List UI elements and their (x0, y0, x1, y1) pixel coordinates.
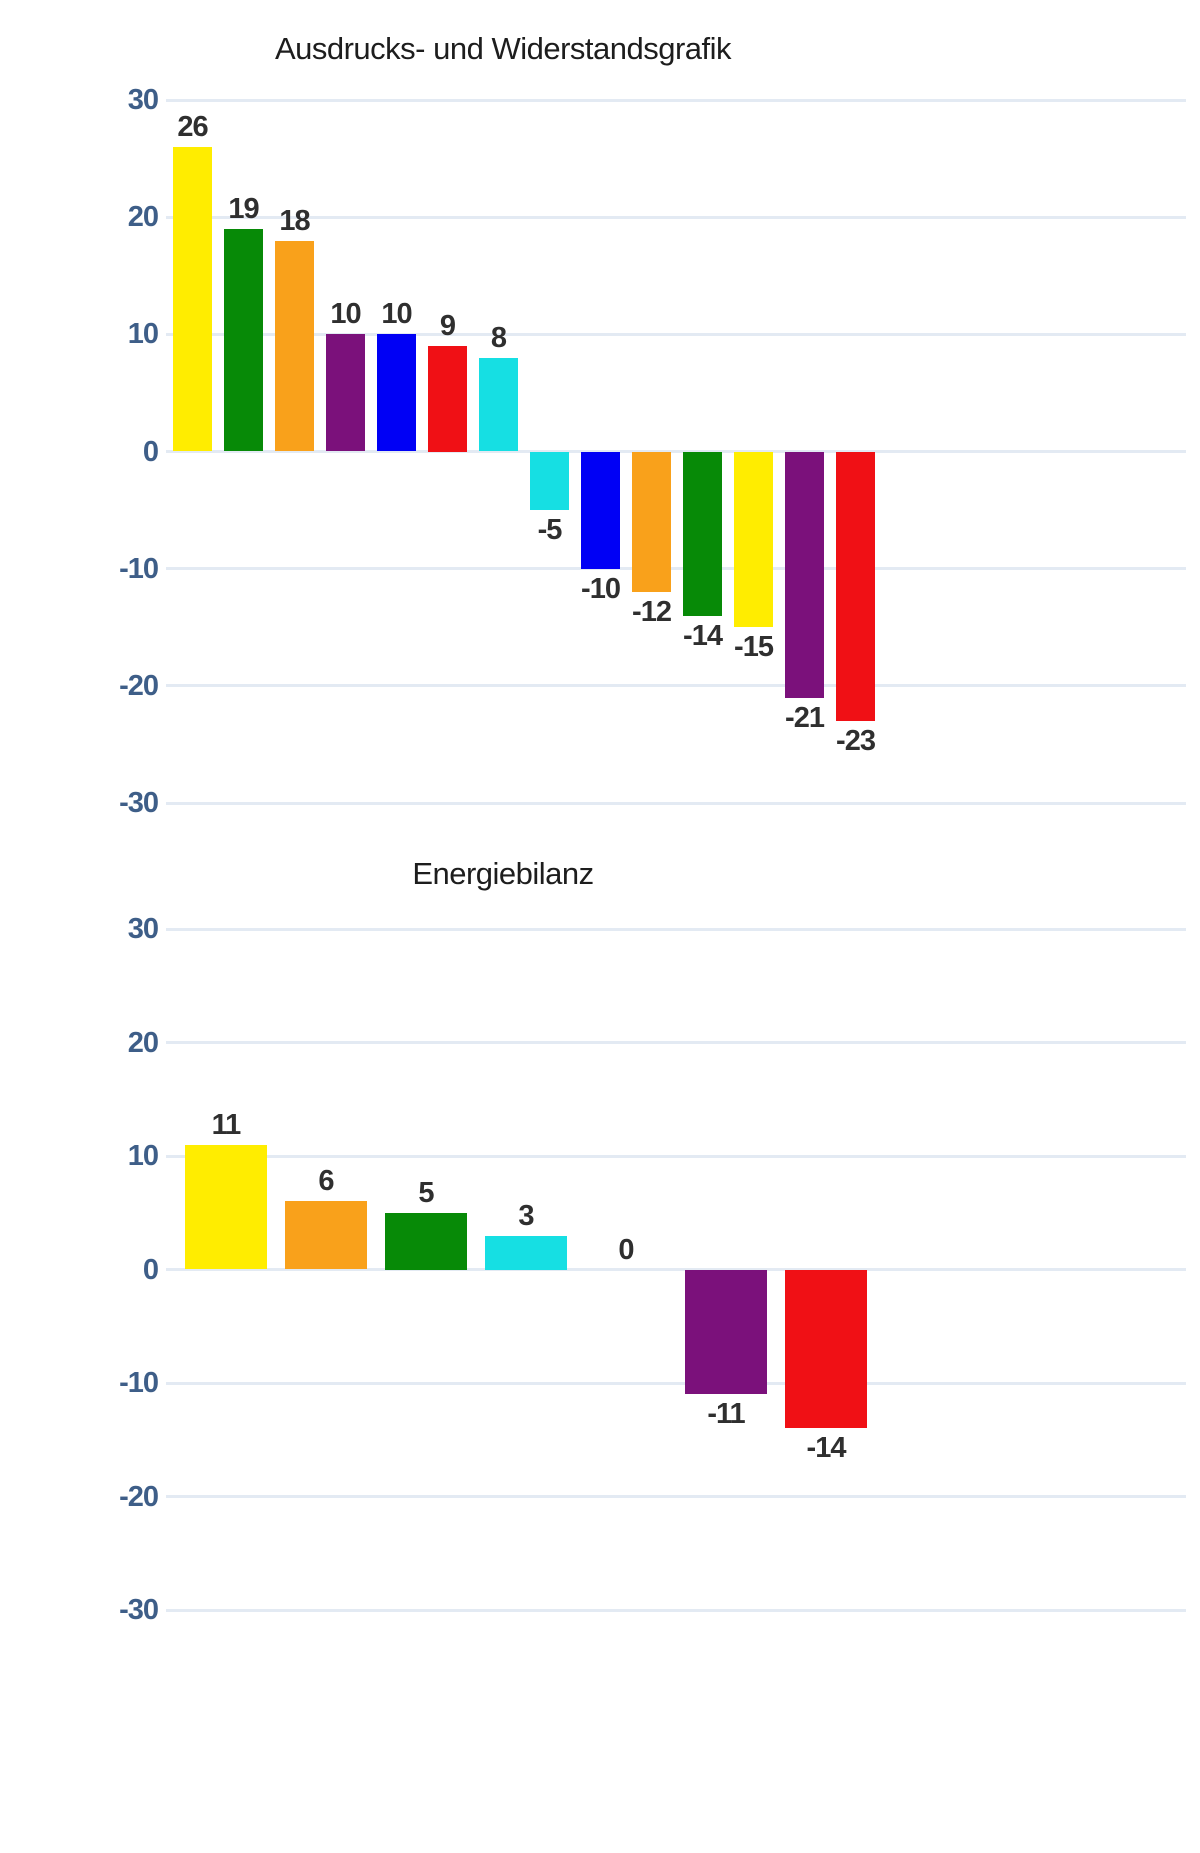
y-axis-tick-label: 30 (127, 84, 159, 116)
bar-value-label: 18 (279, 204, 310, 237)
y-axis-tick-label: 10 (127, 1140, 159, 1172)
gridline (166, 801, 1186, 805)
bar (581, 451, 620, 569)
bar-value-label: 3 (518, 1199, 534, 1232)
y-axis-tick-label: 20 (127, 1026, 159, 1059)
bar-value-label: -5 (537, 514, 563, 547)
bar (326, 334, 365, 452)
bar (785, 1269, 867, 1429)
bar-value-label: 8 (490, 321, 507, 354)
gridline (166, 1495, 1186, 1498)
bar (385, 1212, 467, 1270)
chart-title: Ausdrucks- und Widerstandsgrafik (274, 31, 732, 66)
chart-title: Energiebilanz (412, 856, 594, 891)
bar-value-label: 5 (418, 1176, 434, 1209)
gridline (166, 1608, 1186, 1612)
gridline (166, 1041, 1186, 1044)
bar (530, 451, 569, 511)
bar (734, 451, 773, 628)
bar (428, 346, 467, 452)
bar-value-label: -12 (632, 596, 672, 629)
bar-value-label: -14 (806, 1432, 847, 1465)
bar (275, 240, 314, 452)
gridline (166, 1154, 1186, 1158)
bar (685, 1269, 767, 1395)
y-axis-tick-label: -30 (119, 787, 159, 819)
gridline (166, 684, 1186, 688)
bar (485, 1235, 567, 1270)
gridline (166, 1268, 1186, 1271)
bar (173, 146, 212, 452)
gridline (166, 450, 1186, 453)
gridline (166, 215, 1186, 219)
gridline (166, 332, 1186, 336)
bar-value-label: 9 (439, 310, 456, 342)
y-axis-tick-label: 0 (142, 435, 159, 468)
bar-value-label: 11 (211, 1108, 242, 1141)
y-axis-tick-label: -30 (119, 1594, 159, 1626)
bar (836, 451, 875, 721)
bar-value-label: -14 (683, 619, 723, 652)
y-axis-tick-label: -10 (119, 1367, 159, 1399)
gridline (166, 1381, 1186, 1385)
bar-value-label: 10 (381, 298, 412, 331)
y-axis-tick-label: -20 (119, 1480, 159, 1513)
bar (185, 1144, 267, 1270)
bar-value-label: -21 (785, 701, 825, 734)
bar (479, 357, 518, 452)
bar-value-label: -11 (707, 1398, 745, 1431)
y-axis-tick-label: 30 (127, 913, 159, 945)
bar (632, 451, 671, 593)
gridline (166, 98, 1186, 102)
bar-value-label: 0 (618, 1233, 634, 1266)
y-axis-tick-label: 20 (127, 201, 159, 234)
y-axis-tick-label: -20 (119, 669, 159, 702)
bar (785, 451, 824, 698)
bar-value-label: 6 (318, 1165, 334, 1198)
bar-value-label: 26 (177, 110, 208, 143)
y-axis-tick-label: 0 (142, 1253, 159, 1286)
bar (683, 451, 722, 616)
bar-value-label: -23 (836, 725, 876, 757)
bar-value-label: -15 (734, 631, 774, 664)
gridline (166, 567, 1186, 571)
gridline (166, 927, 1186, 931)
bar-value-label: 19 (228, 192, 259, 225)
bar-value-label: 10 (330, 298, 361, 331)
y-axis-tick-label: 10 (127, 318, 159, 351)
bar (224, 228, 263, 452)
y-axis-tick-label: -10 (119, 552, 159, 585)
bar (285, 1201, 367, 1270)
bar (377, 334, 416, 452)
bar-value-label: -10 (581, 572, 621, 605)
